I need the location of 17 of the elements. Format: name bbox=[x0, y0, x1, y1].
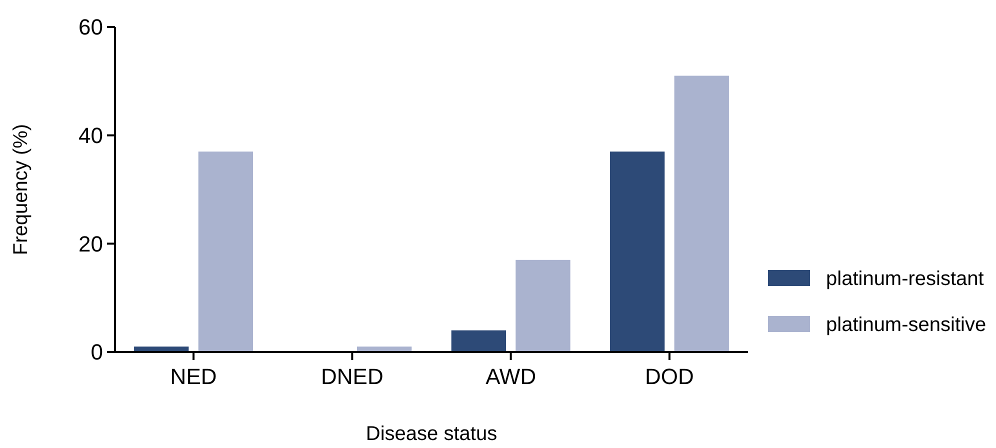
bar bbox=[198, 152, 254, 352]
y-tick-label: 0 bbox=[90, 340, 103, 365]
x-tick-label: DNED bbox=[321, 364, 384, 389]
legend-label: platinum-sensitive bbox=[826, 314, 986, 336]
y-tick-label: 20 bbox=[78, 231, 103, 256]
y-axis-title: Frequency (%) bbox=[10, 124, 32, 256]
bar bbox=[610, 152, 665, 352]
y-tick-label: 40 bbox=[78, 123, 103, 148]
x-axis-title: Disease status bbox=[366, 423, 498, 445]
x-tick-label: AWD bbox=[486, 364, 536, 389]
bar bbox=[451, 330, 506, 352]
y-tick-label: 60 bbox=[78, 14, 103, 40]
bar bbox=[674, 76, 729, 352]
x-tick-label: DOD bbox=[645, 364, 694, 389]
bar bbox=[516, 260, 570, 352]
legend-label: platinum-resistant bbox=[826, 268, 984, 290]
x-tick-label: NED bbox=[170, 364, 217, 389]
